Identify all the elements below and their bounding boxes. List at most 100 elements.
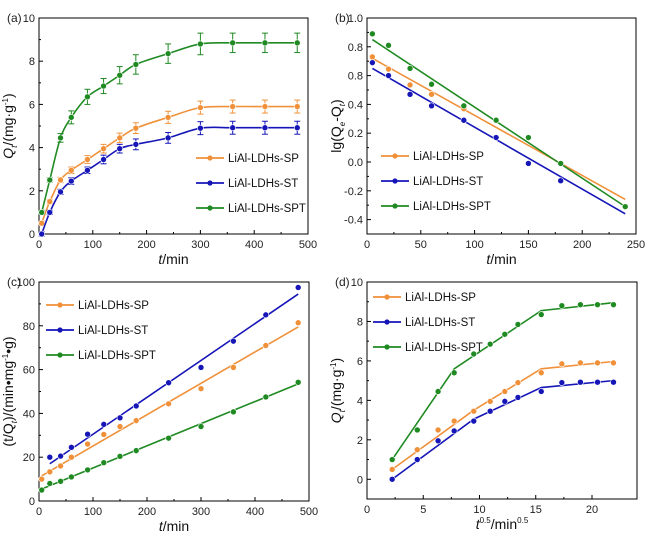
y-tick-label: 60 (23, 365, 35, 377)
plot-frame (366, 17, 637, 235)
data-point (165, 434, 172, 442)
data-point (413, 426, 421, 434)
data-point (197, 104, 204, 111)
data-point (388, 456, 396, 463)
y-tick-label: 0 (357, 474, 363, 486)
data-point (460, 116, 468, 124)
data-point (46, 453, 54, 461)
data-point (610, 378, 617, 386)
y-tick-label: 4 (357, 395, 363, 407)
y-tick-label: -0.4 (344, 215, 363, 227)
legend-swatch-marker (384, 319, 390, 325)
panel-label: (b) (335, 11, 350, 25)
data-point (537, 311, 545, 318)
data-point (38, 219, 45, 227)
data-point (57, 477, 64, 485)
legend-label: LiAl-LDHs-SP (228, 153, 299, 165)
data-point (557, 177, 564, 185)
data-point (100, 145, 107, 152)
data-point (460, 102, 468, 110)
x-tick-label: 150 (519, 239, 537, 251)
x-tick-label: 0 (364, 504, 370, 516)
series-sp (388, 359, 617, 473)
x-tick-label: 500 (300, 506, 318, 518)
x-tick-label: 5 (420, 504, 426, 516)
x-tick-label: 200 (138, 506, 156, 518)
panel-0: 0 100 200 300 400 500 0 2 4 6 8 10(a) t/min Qt/(mg·g-… (0, 11, 317, 267)
data-point (100, 459, 108, 466)
data-point (501, 388, 509, 395)
data-point (116, 414, 124, 422)
data-point (294, 379, 302, 386)
data-point (293, 39, 301, 47)
y-tick-label: 4 (29, 143, 35, 155)
x-axis-title: t/min (159, 518, 189, 533)
panel-3: 0 5 10 15 200246810(d)t0.5/min0.5Qt/(mg·g-1)… (328, 275, 638, 532)
data-point (294, 319, 302, 327)
x-tick-label: 50 (415, 239, 427, 251)
data-point (197, 385, 205, 392)
data-point (262, 342, 270, 349)
legend-swatch-marker (57, 302, 63, 308)
data-point (594, 301, 601, 308)
fit-line (371, 57, 626, 201)
x-tick-label: 20 (586, 504, 598, 516)
data-point (46, 209, 54, 216)
series-sp (38, 99, 301, 227)
data-point (68, 444, 75, 451)
series-st (46, 284, 302, 465)
data-point (577, 301, 584, 308)
data-point (558, 379, 566, 386)
data-point (385, 72, 392, 79)
legend-swatch-marker (384, 294, 390, 300)
legend-label: LiAl-LDHs-SPT (405, 342, 483, 354)
data-point (406, 81, 414, 89)
data-point (434, 388, 442, 395)
data-point (261, 124, 269, 132)
data-point (450, 427, 458, 435)
data-point (46, 176, 54, 184)
y-tick-label: 1.0 (348, 13, 363, 25)
data-point (610, 301, 617, 308)
data-point (132, 417, 140, 424)
y-tick-label: 0.8 (348, 42, 363, 54)
data-point (492, 116, 500, 124)
x-tick-label: 200 (137, 239, 155, 251)
y-tick-label: 2 (29, 186, 35, 198)
data-point (486, 407, 494, 415)
legend-swatch-marker (207, 205, 213, 211)
panel-1: 0 50 100 150 200 250 -0.4 -0.2 0.0 0.2 0.4 0.8 0.8 1.… (328, 11, 645, 267)
data-point (525, 160, 532, 167)
data-point (57, 452, 64, 460)
data-point (230, 337, 237, 345)
y-tick-label: 8 (29, 56, 35, 68)
y-tick-label: 20 (23, 452, 35, 464)
data-point (293, 103, 301, 110)
x-tick-label: 250 (627, 239, 645, 251)
y-axis-title: lg(Qe-Qt) (328, 99, 347, 152)
x-tick-label: 100 (465, 239, 483, 251)
y-axis-title: (t/Qt)/(min•mg-1•g) (0, 336, 19, 446)
legend-item-sp: LiAl-LDHs-SP (196, 153, 299, 165)
y-tick-label: 0.4 (348, 99, 363, 111)
y-tick-label: -0.2 (344, 186, 363, 198)
legend-label: LiAl-LDHs-SPT (228, 203, 306, 215)
data-point (38, 230, 45, 238)
data-point (67, 114, 75, 121)
data-point (230, 408, 237, 416)
fit-line (391, 301, 614, 460)
series-sp (369, 53, 626, 201)
data-point (164, 134, 172, 142)
data-point (57, 134, 64, 142)
data-point (100, 431, 108, 438)
series-spt (388, 301, 617, 463)
legend-label: LiAl-LDHs-SP (78, 300, 149, 312)
legend-item-sp: LiAl-LDHs-SP (381, 151, 484, 163)
data-point (261, 103, 269, 110)
data-point (369, 53, 376, 61)
data-point (165, 400, 172, 408)
data-point (230, 364, 237, 371)
panel-label: (c) (7, 275, 21, 289)
data-point (84, 93, 91, 101)
legend-swatch-marker (392, 178, 398, 184)
